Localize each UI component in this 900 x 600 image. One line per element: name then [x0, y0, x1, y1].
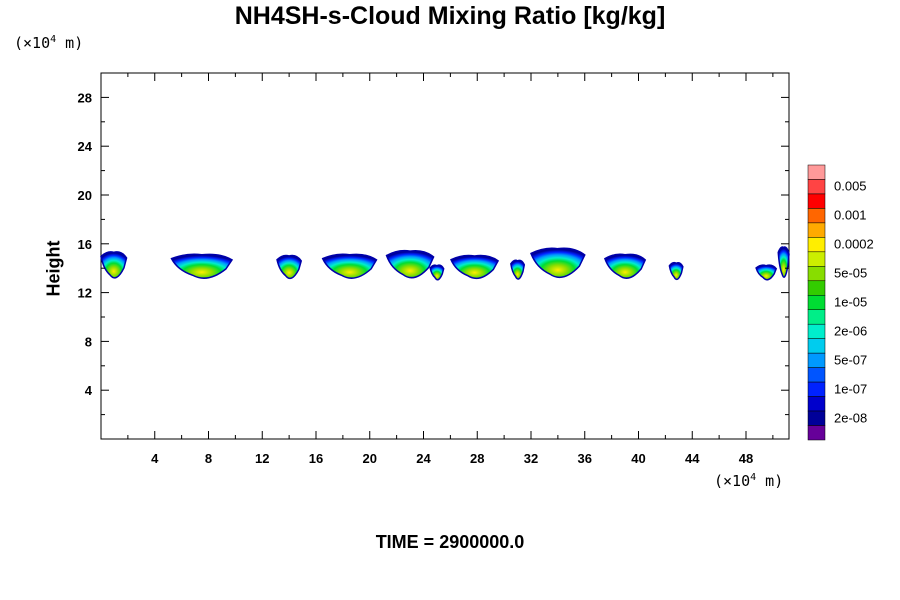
- cloud-4: [385, 249, 435, 279]
- colorbar-segment: [807, 381, 826, 397]
- cloud-11: [755, 264, 778, 281]
- y-unit-label: (×104 m): [14, 34, 84, 52]
- colorbar-segment: [807, 295, 826, 310]
- cloud-6: [450, 254, 500, 280]
- y-tick-label: 28: [78, 90, 92, 105]
- x-tick-label: 36: [578, 451, 592, 466]
- x-tick-label: 32: [524, 451, 538, 466]
- colorbar-segment: [807, 251, 826, 267]
- colorbar-segment: [807, 338, 826, 354]
- x-tick-label: 44: [685, 451, 700, 466]
- y-tick-label: 20: [78, 188, 92, 203]
- colorbar-segment: [807, 208, 826, 224]
- y-tick-label: 24: [78, 139, 93, 154]
- cloud-0: [100, 251, 128, 279]
- x-tick-label: 24: [416, 451, 431, 466]
- colorbar-label: 5e-07: [834, 352, 867, 367]
- colorbar-segment: [807, 266, 826, 282]
- x-unit-label: (×104 m): [714, 472, 784, 490]
- y-tick-label: 4: [85, 383, 93, 398]
- cloud-8: [530, 247, 586, 279]
- y-tick-label: 12: [78, 286, 92, 301]
- colorbar-label: 5e-05: [834, 266, 867, 281]
- x-tick-label: 20: [363, 451, 377, 466]
- x-tick-label: 40: [631, 451, 645, 466]
- colorbar-segment: [807, 237, 826, 253]
- y-tick-label: 8: [85, 334, 92, 349]
- colorbar-segment: [807, 352, 826, 368]
- colorbar-segment: [807, 280, 826, 296]
- x-tick-label: 8: [205, 451, 212, 466]
- colorbar-label: 2e-06: [834, 323, 867, 338]
- x-tick-label: 12: [255, 451, 269, 466]
- colorbar-segment: [807, 367, 826, 383]
- x-tick-label: 28: [470, 451, 484, 466]
- colorbar-label: 2e-08: [834, 410, 867, 425]
- cloud-10: [668, 261, 684, 281]
- colorbar-segment: [807, 193, 826, 209]
- colorbar-segment: [807, 222, 826, 238]
- colorbar-label: 0.001: [834, 208, 867, 223]
- x-tick-label: 16: [309, 451, 323, 466]
- cloud-12: [777, 246, 790, 278]
- chart-title: NH4SH-s-Cloud Mixing Ratio [kg/kg]: [234, 2, 666, 30]
- colorbar-segment: [807, 410, 826, 426]
- cloud-5: [429, 264, 445, 281]
- time-label: TIME = 2900000.0: [375, 532, 525, 552]
- colorbar-segment: [807, 179, 826, 195]
- colorbar-label: 0.0002: [834, 237, 874, 252]
- x-tick-label: 4: [151, 451, 159, 466]
- cloud-9: [603, 253, 647, 279]
- cloud-1: [170, 253, 234, 279]
- colorbar-segment: [807, 396, 826, 412]
- colorbar-segment: [807, 425, 826, 441]
- cloud-7: [510, 259, 526, 280]
- x-tick-label: 48: [739, 451, 753, 466]
- colorbar-segment: [807, 164, 826, 180]
- colorbar-label: 1e-05: [834, 295, 867, 310]
- colorbar-label: 0.005: [834, 179, 867, 194]
- colorbar-segment: [807, 309, 826, 325]
- cloud-3: [321, 253, 378, 279]
- cloud-2: [276, 254, 303, 280]
- colorbar-label: 1e-07: [834, 381, 867, 396]
- colorbar-segment: [807, 323, 826, 339]
- y-tick-label: 16: [78, 237, 92, 252]
